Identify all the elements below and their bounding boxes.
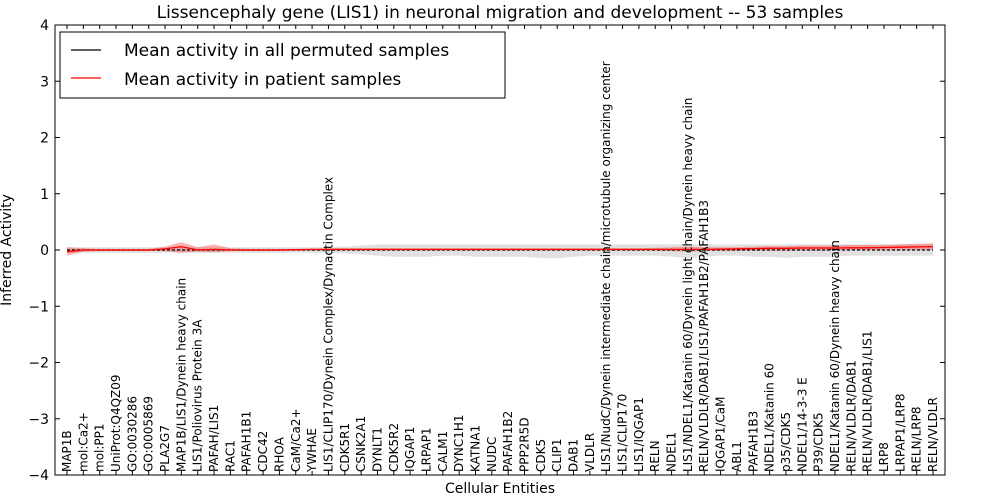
x-tick-label: CLIP1 [550, 439, 564, 472]
y-tick-label: −3 [28, 412, 49, 428]
x-tick-label: LIS1/NDEL1/Katanin 60/Dynein light chain… [681, 98, 695, 472]
x-tick-label: PAFAH1B3 [746, 411, 760, 472]
x-tick-label: NDEL1/Katanin 60 [763, 363, 777, 472]
x-tick-label: MAP1B/LIS1/Dynein heavy chain [174, 278, 188, 472]
x-tick-label: CDK5 [534, 439, 548, 472]
x-tick-label: CaM/Ca2+ [289, 408, 303, 472]
x-tick-label: NDEL1/14-3-3 E [795, 377, 809, 472]
x-tick-label: NDEL1 [665, 432, 679, 472]
chart-title: Lissencephaly gene (LIS1) in neuronal mi… [157, 3, 844, 23]
x-tick-label: mol:Ca2+ [76, 412, 90, 472]
x-tick-label: PAFAH/LIS1 [207, 405, 221, 472]
x-tick-label: CDK5R1 [338, 423, 352, 472]
x-axis: MAP1B mol:Ca2+ mol:PP1 UniProt:Q4QZ09 GO:003… [60, 25, 940, 475]
x-tick-label: IQGAP1/CaM [714, 397, 728, 473]
x-tick-label: DYNLT1 [371, 427, 385, 472]
legend-box [59, 31, 506, 99]
x-tick-label: LIS1/CLIP170/Dynein Complex/Dynactin Com… [321, 177, 335, 472]
legend-label-permuted: Mean activity in all permuted samples [124, 41, 449, 61]
x-tick-label: LIS1/NudC/Dynein intermediate chain/micr… [599, 61, 613, 472]
x-tick-label: mol:PP1 [93, 423, 107, 472]
x-tick-label: RELN/VLDLR/DAB1 [844, 360, 858, 472]
line-series-1 [66, 245, 934, 253]
x-tick-label: RELN [648, 440, 662, 472]
x-tick-label: RELN/VLDLR [926, 397, 940, 472]
x-axis-label: Cellular Entities [445, 481, 555, 497]
x-tick-label: RELN/VLDLR/DAB1/LIS1/PAFAH1B2/PAFAH1B3 [697, 200, 711, 472]
x-tick-label: LIS1/CLIP170 [616, 394, 630, 472]
x-tick-label: PLA2G7 [158, 425, 172, 472]
x-tick-label: PAFAH1B1 [240, 411, 254, 472]
x-tick-label: CDK5R2 [387, 423, 401, 472]
y-tick-label: 0 [40, 243, 49, 259]
x-tick-label: GO:0030286 [125, 396, 139, 472]
x-tick-label: RHOA [272, 436, 286, 472]
x-tick-label: NUDC [485, 437, 499, 472]
x-tick-label: NDEL1/Katanin 60/Dynein heavy chain [828, 240, 842, 472]
x-tick-label: CSNK2A1 [354, 416, 368, 472]
y-tick-label: −1 [28, 299, 49, 315]
x-tick-label: KATNA1 [469, 425, 483, 472]
x-tick-label: PAFAH1B2 [501, 411, 515, 472]
x-tick-label: RELN/LRP8 [910, 406, 924, 472]
x-tick-label: YWHAE [305, 428, 319, 473]
y-tick-label: 4 [40, 18, 49, 34]
y-tick-label: −4 [28, 468, 49, 484]
y-axis-label: Inferred Activity [0, 194, 15, 306]
series-lines [66, 245, 934, 253]
x-tick-label: DAB1 [567, 439, 581, 472]
x-tick-label: LIS1/Poliovirus Protein 3A [191, 319, 205, 472]
x-tick-label: UniProt:Q4QZ09 [109, 374, 123, 472]
x-tick-label: GO:0005869 [142, 396, 156, 472]
x-tick-label: DYNC1H1 [452, 414, 466, 472]
x-tick-label: MAP1B [60, 430, 74, 472]
x-tick-label: VLDLR [583, 433, 597, 472]
x-tick-label: p35/CDK5 [779, 412, 793, 472]
x-tick-label: P39/CDK5 [812, 412, 826, 472]
x-tick-label: RAC1 [223, 440, 237, 472]
y-tick-label: 1 [40, 187, 49, 203]
y-tick-label: 2 [40, 131, 49, 147]
y-tick-label: 3 [40, 74, 49, 90]
x-tick-label: ABL1 [730, 441, 744, 472]
x-tick-label: LRP8 [877, 442, 891, 472]
x-tick-label: CALM1 [436, 431, 450, 472]
legend-label-patient: Mean activity in patient samples [124, 70, 401, 90]
x-tick-label: LRPAP1 [420, 427, 434, 472]
x-tick-label: LRPAP1/LRP8 [893, 393, 907, 472]
band-series-0 [67, 244, 933, 259]
x-tick-label: PPP2R5D [518, 417, 532, 472]
x-tick-label: LIS1/IQGAP1 [632, 397, 646, 472]
legend: Mean activity in all permuted samples Me… [59, 31, 506, 99]
y-tick-label: −2 [28, 356, 49, 372]
x-tick-label: CDC42 [256, 431, 270, 472]
y-axis: −4 −3 −2 −1 0 1 2 3 4 [28, 18, 945, 484]
x-tick-label: RELN/VLDLR/DAB1/LIS1 [861, 331, 875, 472]
x-tick-label: IQGAP1 [403, 427, 417, 472]
